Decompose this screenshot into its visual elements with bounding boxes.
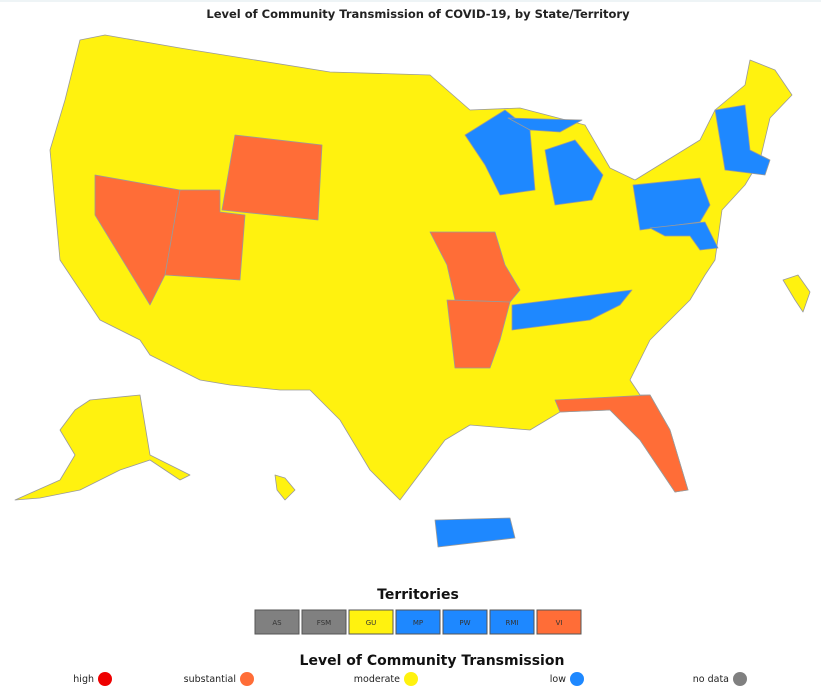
legend: high substantial moderate low no data [73, 672, 747, 686]
territory-box [442, 609, 488, 635]
territory-label: PW [459, 619, 470, 627]
territory-box [536, 609, 582, 635]
region-low [544, 139, 604, 206]
legend-swatch [98, 672, 112, 686]
legend-label: no data [693, 674, 729, 685]
region-low [649, 221, 719, 251]
region-substantial [429, 231, 521, 303]
region-substantial [554, 394, 689, 493]
hawaii [274, 474, 296, 501]
title: Level of Community Transmission of COVID… [206, 7, 630, 21]
territory-box [254, 609, 300, 635]
region-low [464, 109, 536, 196]
legend-swatch [404, 672, 418, 686]
territory-label: GU [366, 619, 377, 627]
region-low [632, 177, 711, 231]
territories: AS FSM GU MP PW RMI VI [254, 609, 582, 635]
territory-label: FSM [317, 619, 331, 627]
region-low [507, 117, 583, 133]
territory-label: VI [556, 619, 563, 627]
legend-title: Level of Community Transmission [300, 653, 565, 669]
alaska [14, 394, 191, 501]
legend-label: low [550, 674, 566, 685]
territory-box [395, 609, 441, 635]
region-substantial [94, 174, 181, 306]
territory-box [489, 609, 535, 635]
territory-label: RMI [506, 619, 519, 627]
region-substantial [446, 299, 511, 369]
legend-label: high [73, 674, 94, 685]
legend-swatch [240, 672, 254, 686]
territories-title: Territories [377, 587, 459, 603]
legend-swatch [733, 672, 747, 686]
puerto-rico [434, 517, 516, 548]
territory-label: AS [272, 619, 282, 627]
territory-label: MP [413, 619, 423, 627]
region-substantial [221, 134, 323, 221]
us-map [14, 34, 811, 548]
region-low [714, 104, 771, 176]
legend-label: moderate [354, 674, 400, 685]
territory-box [301, 609, 347, 635]
region-low [511, 289, 633, 331]
dc-islands [782, 274, 811, 313]
territory-box [348, 609, 394, 635]
legend-label: substantial [184, 674, 236, 685]
legend-swatch [570, 672, 584, 686]
region-substantial [164, 189, 246, 281]
